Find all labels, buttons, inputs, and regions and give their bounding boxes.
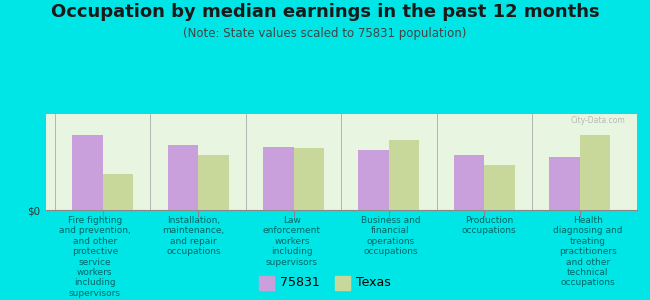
- Bar: [103, 173, 133, 210]
- Bar: [198, 155, 229, 210]
- Text: Installation,
maintenance,
and repair
occupations: Installation, maintenance, and repair oc…: [162, 216, 224, 256]
- Bar: [549, 157, 580, 210]
- Text: City-Data.com: City-Data.com: [571, 116, 625, 125]
- Text: Health
diagnosing and
treating
practitioners
and other
technical
occupations: Health diagnosing and treating practitio…: [553, 216, 623, 287]
- Bar: [168, 145, 198, 210]
- Text: Fire fighting
and prevention,
and other
protective
service
workers
including
sup: Fire fighting and prevention, and other …: [59, 216, 131, 298]
- Bar: [389, 140, 419, 210]
- Text: Occupation by median earnings in the past 12 months: Occupation by median earnings in the pas…: [51, 3, 599, 21]
- Bar: [580, 135, 610, 210]
- Bar: [263, 147, 294, 210]
- Legend: 75831, Texas: 75831, Texas: [255, 271, 395, 294]
- Text: Business and
financial
operations
occupations: Business and financial operations occupa…: [361, 216, 421, 256]
- Text: Law
enforcement
workers
including
supervisors: Law enforcement workers including superv…: [263, 216, 321, 267]
- Bar: [484, 165, 515, 210]
- Text: Production
occupations: Production occupations: [462, 216, 517, 236]
- Bar: [72, 135, 103, 210]
- Bar: [454, 155, 484, 210]
- Bar: [358, 151, 389, 210]
- Bar: [294, 148, 324, 210]
- Text: (Note: State values scaled to 75831 population): (Note: State values scaled to 75831 popu…: [183, 27, 467, 40]
